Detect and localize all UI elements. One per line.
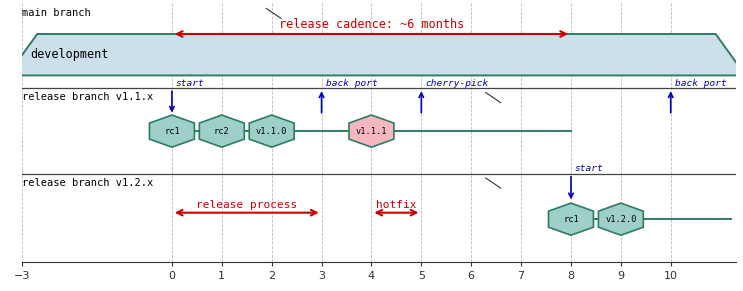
Text: start: start: [176, 79, 204, 88]
Text: main branch: main branch: [22, 8, 91, 18]
Polygon shape: [548, 203, 594, 235]
Polygon shape: [349, 115, 394, 147]
Text: back port: back port: [325, 79, 377, 88]
Text: release branch v1.2.x: release branch v1.2.x: [22, 178, 154, 188]
Text: start: start: [575, 164, 604, 173]
Text: release cadence: ~6 months: release cadence: ~6 months: [279, 18, 464, 31]
Polygon shape: [598, 203, 643, 235]
Text: rc1: rc1: [164, 127, 180, 136]
Text: v1.1.0: v1.1.0: [256, 127, 288, 136]
Polygon shape: [149, 115, 195, 147]
Text: rc1: rc1: [563, 215, 579, 224]
Polygon shape: [199, 115, 244, 147]
Text: rc2: rc2: [214, 127, 230, 136]
Text: development: development: [30, 48, 108, 61]
Polygon shape: [7, 34, 743, 75]
Text: cherry-pick: cherry-pick: [425, 79, 489, 88]
Text: release process: release process: [196, 200, 297, 210]
Text: release branch v1.1.x: release branch v1.1.x: [22, 92, 154, 102]
Polygon shape: [249, 115, 294, 147]
Text: back port: back port: [675, 79, 727, 88]
Text: v1.1.1: v1.1.1: [356, 127, 387, 136]
Text: v1.2.0: v1.2.0: [605, 215, 637, 224]
Text: hotfix: hotfix: [376, 200, 417, 210]
